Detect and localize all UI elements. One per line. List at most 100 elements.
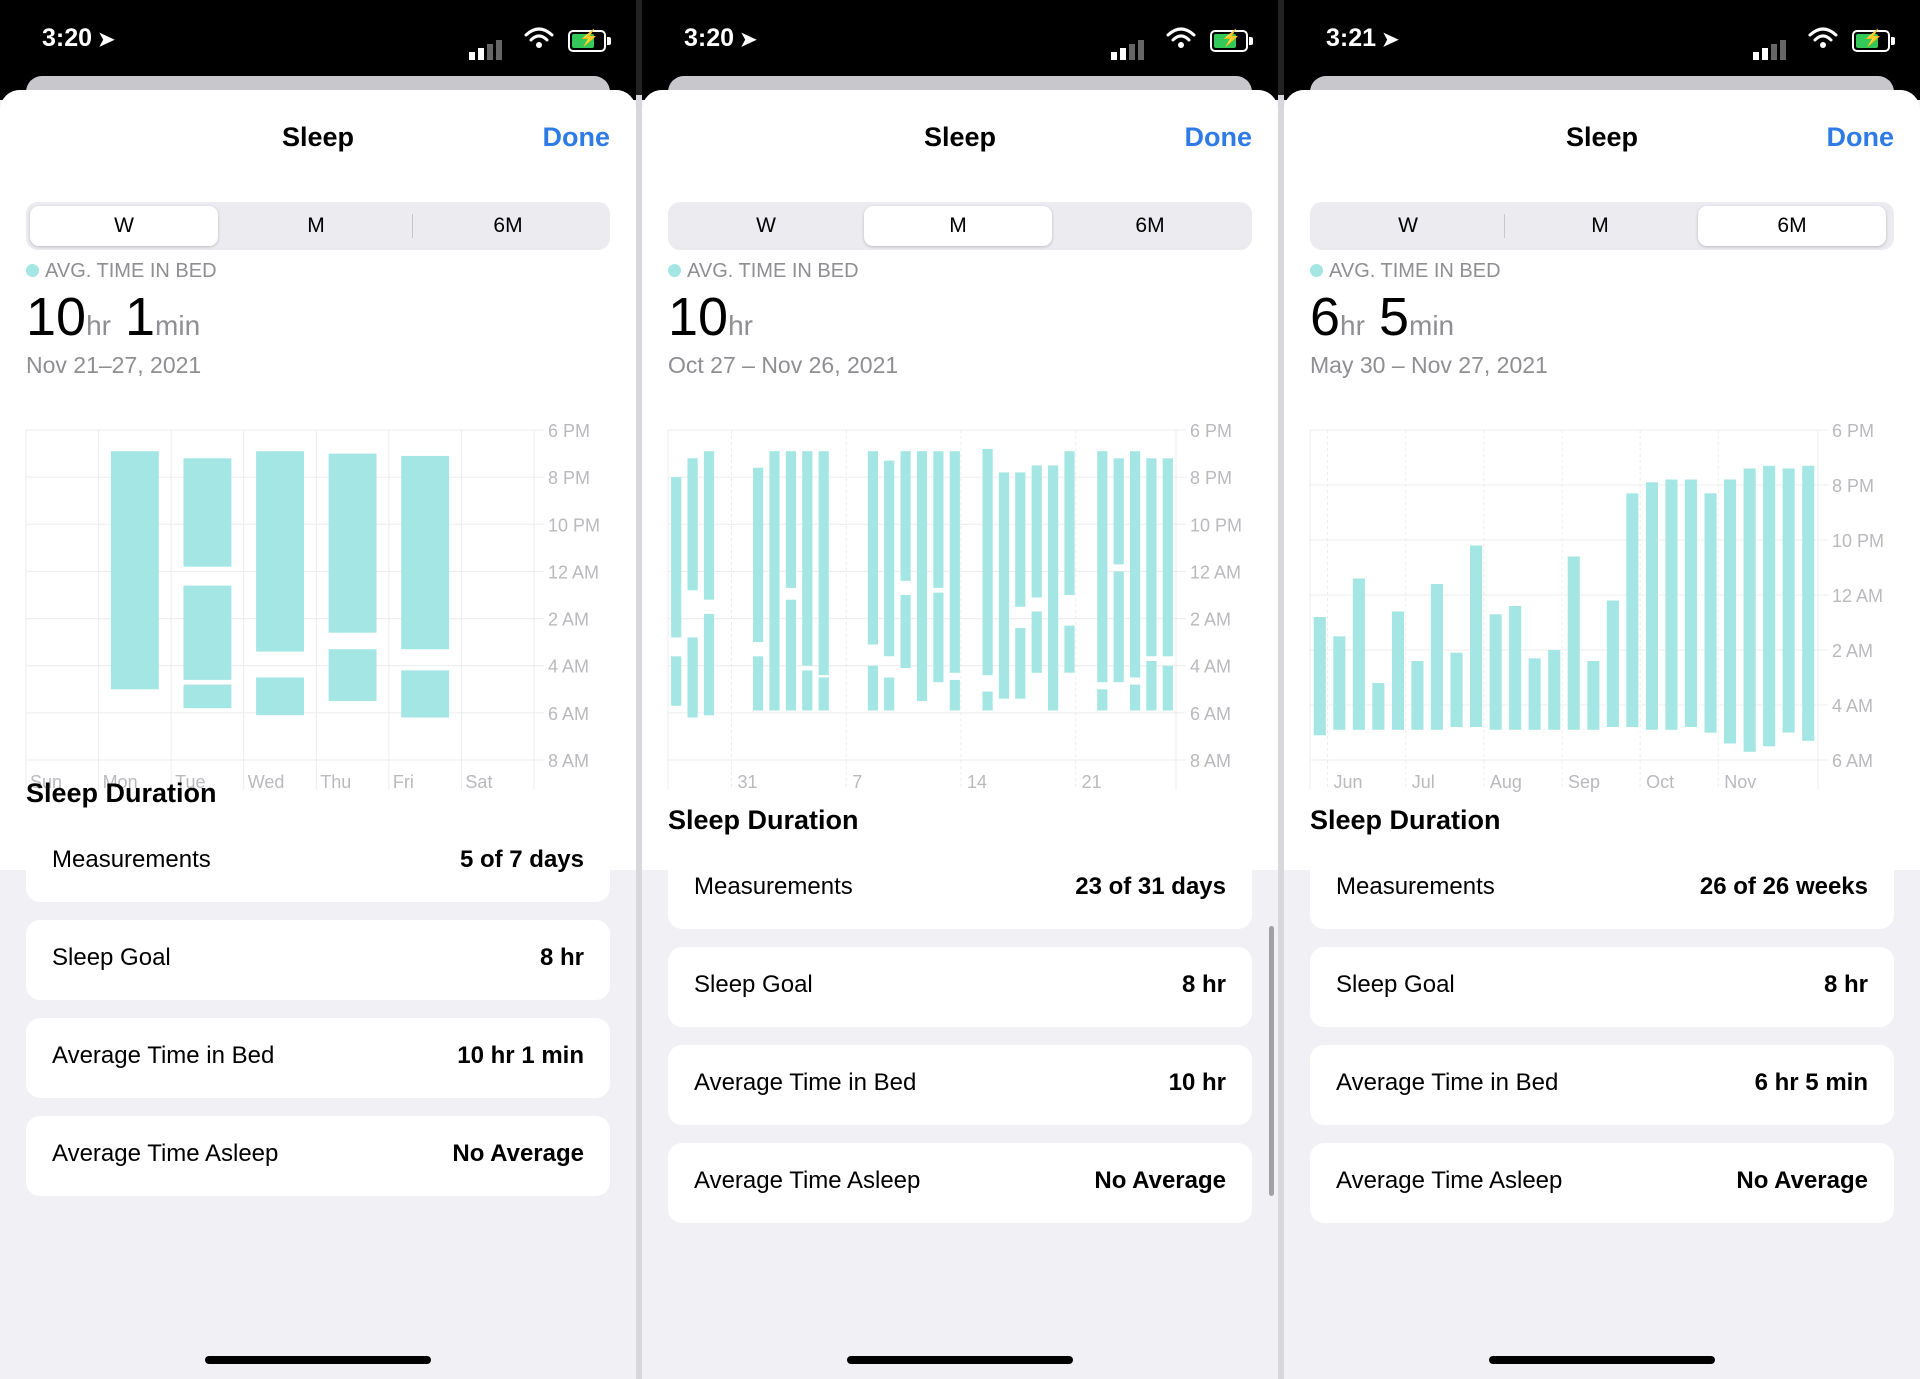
home-indicator[interactable] xyxy=(205,1356,431,1364)
y-tick-label: 6 AM xyxy=(548,704,589,724)
segment-6m[interactable]: 6M xyxy=(1135,214,1165,237)
avg-label-text: AVG. TIME IN BED xyxy=(1329,260,1501,282)
sleep-chart-svg: 6 PM 8 PM 10 PM 12 AM 2 AM 4 AM 6 AM 8 AM 31 7 14 2… xyxy=(667,421,1242,792)
segment-6m[interactable]: 6M xyxy=(1698,206,1886,246)
home-indicator[interactable] xyxy=(847,1356,1073,1364)
y-tick-label: 6 PM xyxy=(548,421,590,441)
sleep-bar xyxy=(1587,661,1600,730)
stat-value: No Average xyxy=(1736,1167,1868,1194)
segment-m[interactable]: M xyxy=(864,206,1052,246)
y-tick-label: 10 PM xyxy=(1190,515,1242,535)
sleep-bar xyxy=(1489,614,1502,730)
stat-row: Average Time in Bed 10 hr 1 min xyxy=(26,1018,610,1098)
stat-value: 26 of 26 weeks xyxy=(1699,873,1868,900)
cellular-signal-icon xyxy=(1762,48,1768,60)
sleep-bar xyxy=(884,460,895,657)
x-tick-label: Aug xyxy=(1490,772,1522,792)
charging-bolt-icon: ⚡ xyxy=(1863,30,1883,47)
sleep-bar xyxy=(1509,606,1522,730)
section-title-sleep-duration: Sleep Duration xyxy=(668,805,859,835)
home-indicator[interactable] xyxy=(1489,1356,1715,1364)
y-tick-label: 10 PM xyxy=(1832,531,1884,551)
chart-panel: Sleep Done W M 6M AVG. TIME IN BED 6hr 5min May … xyxy=(1284,90,1920,870)
stat-row: Measurements 5 of 7 days xyxy=(26,822,610,902)
segment-w[interactable]: W xyxy=(30,206,218,246)
sleep-bar xyxy=(1031,465,1042,598)
sleep-bar xyxy=(1015,628,1026,699)
segment-w[interactable]: W xyxy=(1398,214,1418,237)
x-tick-label: 14 xyxy=(967,772,987,792)
segment-w[interactable]: W xyxy=(756,214,776,237)
x-tick-label: Fri xyxy=(393,772,414,792)
cellular-signal-icon xyxy=(1780,40,1786,60)
sleep-bar xyxy=(183,585,232,680)
y-tick-label: 4 AM xyxy=(1832,696,1873,716)
sleep-bar xyxy=(884,677,895,711)
cellular-signal-icon xyxy=(478,48,484,60)
panel-divider-top xyxy=(636,0,642,95)
y-tick-label: 8 PM xyxy=(1190,468,1232,488)
x-tick-label: Thu xyxy=(320,772,351,792)
stat-value: 8 hr xyxy=(1181,971,1226,998)
sleep-bar xyxy=(1064,451,1075,595)
sleep-bar xyxy=(1333,636,1346,730)
nav-title: Sleep xyxy=(1565,122,1639,152)
cellular-signal-icon xyxy=(1129,44,1135,60)
y-tick-label: 8 PM xyxy=(548,468,590,488)
segment-m[interactable]: M xyxy=(1591,214,1609,237)
sleep-chart: 6 PM 8 PM 10 PM 12 AM 2 AM 4 AM 6 AM 8 AM 31 7 14 2… xyxy=(642,400,1278,855)
stat-label: Sleep Goal xyxy=(1336,971,1455,998)
location-arrow-icon: ➤ xyxy=(98,29,115,51)
stat-label: Average Time in Bed xyxy=(1336,1069,1559,1096)
scroll-indicator[interactable] xyxy=(1269,926,1274,1196)
x-tick-label: 21 xyxy=(1082,772,1102,792)
segment-divider xyxy=(1504,214,1505,238)
sleep-bar xyxy=(1097,451,1108,683)
sleep-bar xyxy=(671,656,682,706)
sleep-bar xyxy=(916,451,928,702)
sleep-bar xyxy=(818,451,829,676)
y-tick-label: 8 AM xyxy=(548,751,589,771)
stat-value: 6 hr 5 min xyxy=(1754,1069,1868,1096)
done-button[interactable]: Done xyxy=(542,122,611,152)
segment-m[interactable]: M xyxy=(307,214,325,237)
sleep-bar xyxy=(900,451,911,581)
modal-sheet: Sleep Done W M 6M AVG. TIME IN BED 10hr 1min Nov… xyxy=(0,90,636,1379)
avg-time-in-bed-label: AVG. TIME IN BED xyxy=(668,260,859,283)
modal-sheet: Sleep Done W M 6M AVG. TIME IN BED 10hr Oct 27 … xyxy=(642,90,1278,1379)
chart-panel: Sleep Done W M 6M AVG. TIME IN BED 10hr Oct 27 … xyxy=(642,90,1278,870)
wifi-icon xyxy=(524,26,554,57)
y-tick-label: 6 PM xyxy=(1190,421,1232,441)
avg-label-text: AVG. TIME IN BED xyxy=(687,260,859,282)
sleep-bar xyxy=(867,451,878,645)
sleep-bar xyxy=(703,451,715,600)
sleep-bar xyxy=(1645,482,1658,730)
cellular-signal-icon xyxy=(1771,44,1777,60)
y-tick-label: 2 AM xyxy=(548,610,589,630)
stat-label: Measurements xyxy=(52,846,211,873)
segment-divider xyxy=(412,214,413,238)
avg-time-in-bed-label: AVG. TIME IN BED xyxy=(1310,260,1501,283)
sleep-bar xyxy=(1031,611,1042,673)
sleep-bar xyxy=(818,677,829,711)
avg-time-in-bed-value: 10hr xyxy=(668,286,767,348)
location-arrow-icon: ➤ xyxy=(740,29,757,51)
sleep-bar xyxy=(183,684,232,709)
legend-dot xyxy=(26,264,39,277)
sleep-bar xyxy=(401,670,450,718)
stat-row: Measurements 26 of 26 weeks xyxy=(1310,849,1894,929)
phone-screen: 3:20 ➤ ⚡ Sleep Done W M 6M AVG. TIME IN BED 10hr 1… xyxy=(0,0,636,1379)
segment-6m[interactable]: 6M xyxy=(493,214,523,237)
battery-fill xyxy=(1856,34,1878,48)
done-button[interactable]: Done xyxy=(1184,122,1253,152)
sleep-bar xyxy=(1724,479,1737,744)
avg-value-number: 10 xyxy=(668,287,729,347)
avg-value-unit: hr xyxy=(1340,310,1365,341)
sleep-bar xyxy=(867,665,878,711)
done-button[interactable]: Done xyxy=(1826,122,1895,152)
y-tick-label: 6 AM xyxy=(1832,751,1873,771)
wifi-icon xyxy=(1808,26,1838,57)
x-tick-label: Mon xyxy=(103,772,138,792)
avg-value-unit: hr xyxy=(86,310,111,341)
sleep-bar xyxy=(1162,665,1173,711)
